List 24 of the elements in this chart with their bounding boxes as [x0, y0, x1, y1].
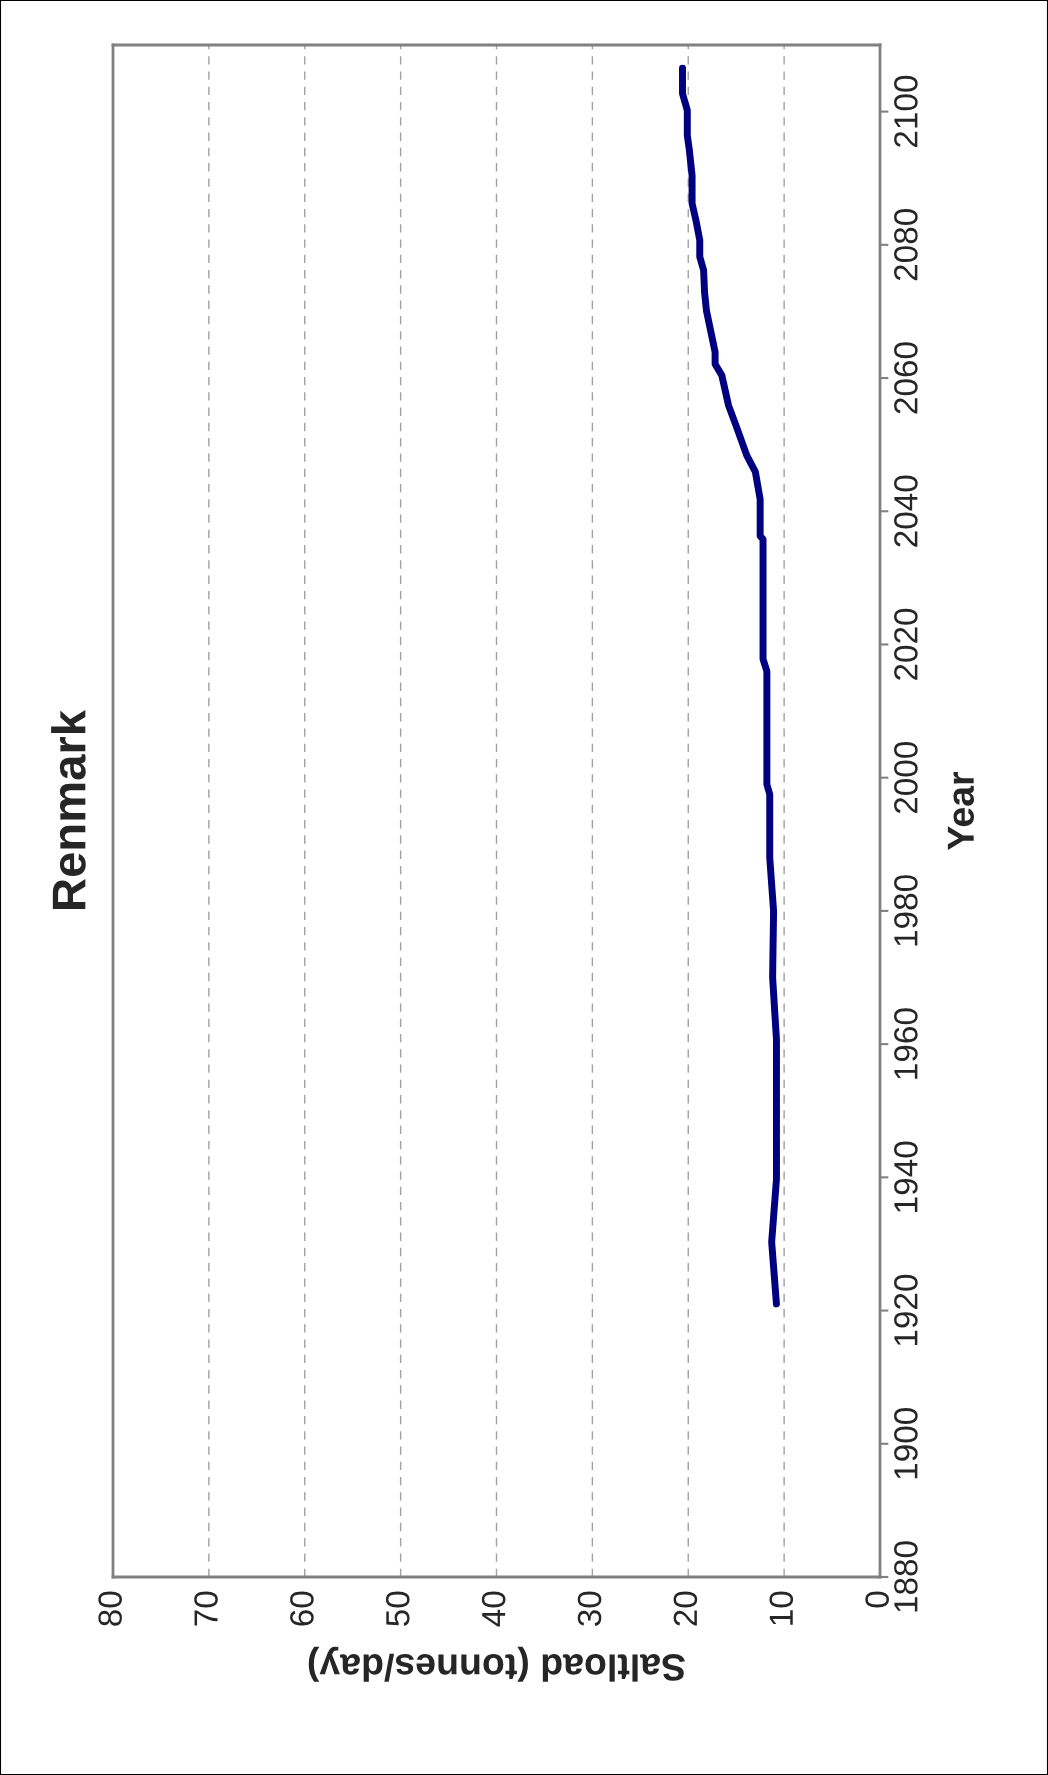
x-tick-label: 20: [673, 1591, 698, 1626]
x-axis-title: Saltload (tonnes/day): [308, 1646, 686, 1682]
text: Renmark: [51, 709, 86, 909]
y-tick-label: 2080: [894, 209, 918, 281]
y-axis-title: Year: [947, 771, 975, 850]
y-tick-label: 1960: [894, 1008, 918, 1079]
x-tick-label: 0: [865, 1591, 889, 1608]
y-tick-label: 2000: [894, 741, 918, 814]
x-tick-label: 50: [385, 1591, 410, 1626]
x-tick-label: 40: [481, 1591, 506, 1627]
x-tick-label: 80: [98, 1591, 122, 1626]
y-tick-label: 1920: [894, 1274, 918, 1346]
x-tick-label: 70: [194, 1591, 218, 1626]
x-tick-label: 30: [577, 1591, 602, 1626]
y-tick-label: 2100: [894, 75, 918, 147]
y-tick-label: 2060: [894, 342, 918, 414]
x-tick-label: 60: [290, 1591, 314, 1626]
y-tick-label: 2040: [894, 475, 918, 547]
x-tick-label: 10: [769, 1591, 794, 1625]
y-tick-label: 2020: [894, 608, 918, 680]
y-tick-label: 1980: [894, 875, 918, 946]
y-tick-label: 1880: [894, 1541, 918, 1612]
y-tick-label: 1940: [894, 1141, 918, 1212]
y-tick-label: 1900: [894, 1408, 918, 1479]
